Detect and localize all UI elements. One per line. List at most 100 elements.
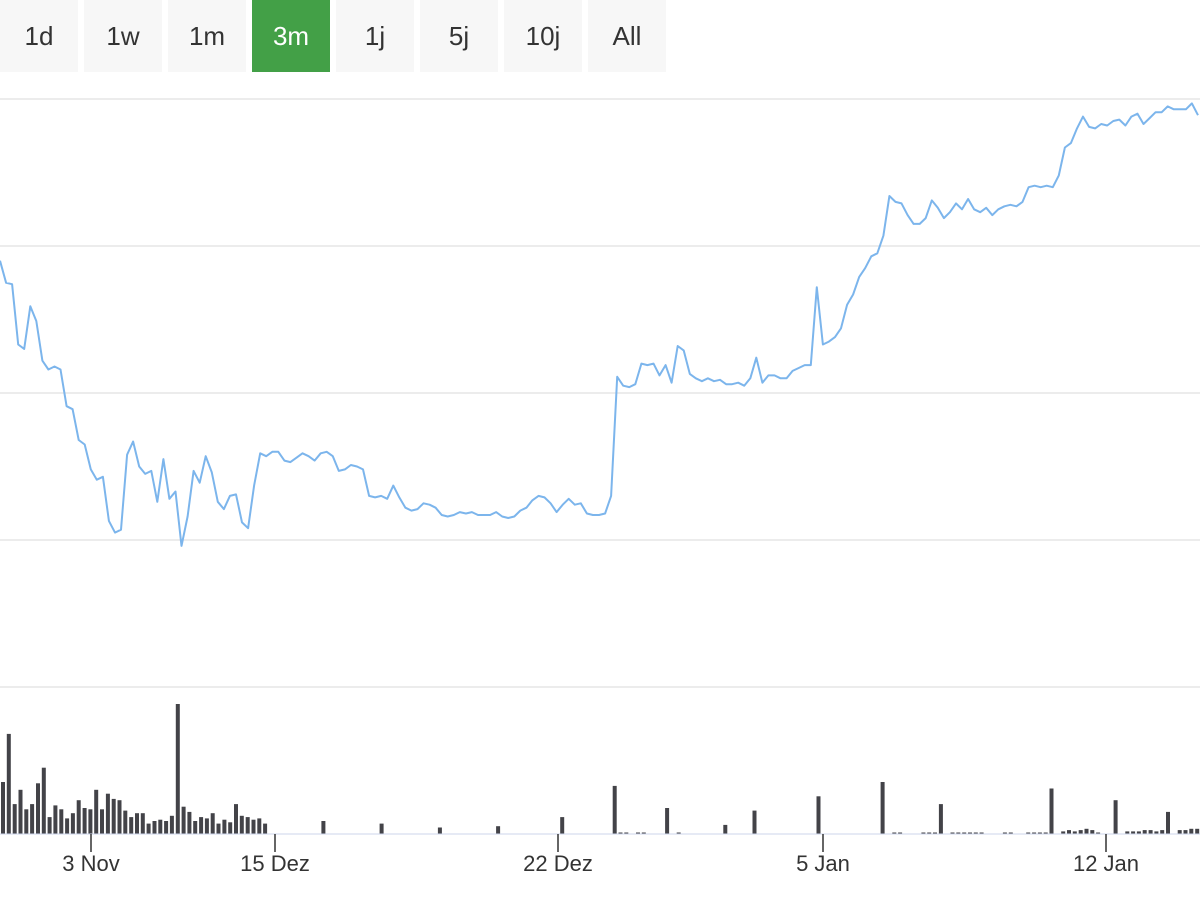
- volume-bar: [379, 823, 384, 834]
- volume-bar: [1142, 830, 1147, 834]
- volume-bar: [496, 826, 501, 834]
- volume-bar: [1049, 788, 1054, 834]
- volume-bar: [618, 832, 623, 834]
- range-button-1d[interactable]: 1d: [0, 0, 78, 72]
- volume-bar: [204, 818, 209, 834]
- volume-bar: [816, 796, 821, 834]
- volume-bar: [152, 821, 157, 834]
- range-button-5j[interactable]: 5j: [420, 0, 498, 72]
- volume-bar: [921, 832, 926, 834]
- volume-bar: [1026, 832, 1031, 834]
- volume-bar: [199, 817, 204, 834]
- volume-bar: [158, 819, 163, 834]
- volume-bar: [1195, 828, 1200, 834]
- volume-bar: [752, 810, 757, 834]
- volume-bar: [30, 804, 35, 834]
- volume-bar: [624, 832, 629, 834]
- volume-bar: [933, 832, 937, 834]
- volume-bar: [100, 809, 104, 834]
- stock-chart[interactable]: 3 Nov 15 Dez 22 Dez 5 Jan 12 Jan: [0, 72, 1200, 900]
- x-tick-label: 22 Dez: [523, 851, 593, 876]
- volume-bar: [1078, 830, 1083, 834]
- price-series: [0, 102, 1199, 547]
- volume-bar: [164, 821, 169, 834]
- volume-bar: [175, 704, 180, 834]
- x-tick-label: 12 Jan: [1073, 851, 1139, 876]
- volume-bar: [24, 809, 29, 834]
- volume-bar: [53, 805, 58, 834]
- volume-bar: [665, 808, 670, 834]
- volume-bar: [1125, 831, 1130, 834]
- volume-bar: [612, 785, 617, 834]
- volume-bar: [1160, 830, 1165, 834]
- volume-bar: [1183, 830, 1188, 834]
- volume-bar: [962, 832, 967, 834]
- volume-bar: [1084, 828, 1089, 834]
- volume-bar: [123, 810, 128, 834]
- volume-bar: [1008, 832, 1013, 834]
- range-button-1m[interactable]: 1m: [168, 0, 246, 72]
- volume-bar: [1090, 830, 1095, 834]
- volume-bar: [1148, 830, 1153, 834]
- range-button-3m[interactable]: 3m: [252, 0, 330, 72]
- range-button-1j[interactable]: 1j: [336, 0, 414, 72]
- volume-bar: [1177, 830, 1182, 834]
- volume-bar: [140, 813, 145, 834]
- volume-bar: [636, 832, 640, 834]
- volume-bar: [216, 823, 221, 834]
- volume-series: [1, 704, 1200, 834]
- volume-bar: [257, 818, 262, 834]
- range-button-10j[interactable]: 10j: [504, 0, 582, 72]
- volume-bar: [111, 798, 116, 834]
- volume-bar: [47, 817, 52, 834]
- volume-bar: [979, 832, 984, 834]
- volume-bar: [1037, 832, 1042, 834]
- volume-bar: [135, 813, 139, 834]
- volume-bar: [181, 806, 186, 834]
- volume-bar: [1032, 832, 1037, 834]
- volume-bar: [169, 815, 174, 834]
- volume-bar: [59, 809, 64, 834]
- volume-bar: [321, 821, 326, 834]
- range-button-1w[interactable]: 1w: [84, 0, 162, 72]
- volume-bar: [927, 832, 932, 834]
- volume-bar: [263, 823, 268, 834]
- volume-bar: [950, 832, 955, 834]
- volume-bar: [222, 819, 227, 834]
- volume-bar: [36, 783, 40, 834]
- volume-bar: [1, 782, 5, 834]
- volume-bar: [245, 817, 250, 834]
- volume-bar: [1067, 830, 1071, 834]
- x-tick-label: 15 Dez: [240, 851, 310, 876]
- volume-bar: [234, 804, 238, 834]
- volume-bar: [1166, 811, 1170, 834]
- volume-bar: [65, 818, 70, 834]
- volume-bar: [1061, 831, 1066, 834]
- volume-bar: [1189, 828, 1194, 834]
- volume-bar: [105, 793, 110, 834]
- grid-lines: [0, 98, 1200, 688]
- volume-bar: [1072, 831, 1077, 834]
- volume-bar: [1131, 831, 1136, 834]
- volume-bar: [973, 832, 978, 834]
- volume-bar: [892, 832, 897, 834]
- volume-bar: [676, 832, 681, 834]
- volume-bar: [938, 804, 943, 834]
- range-button-all[interactable]: All: [588, 0, 666, 72]
- x-axis: 3 Nov 15 Dez 22 Dez 5 Jan 12 Jan: [0, 833, 1200, 876]
- volume-bar: [1154, 831, 1159, 834]
- volume-bar: [880, 782, 885, 834]
- volume-bar: [641, 832, 646, 834]
- volume-bar: [898, 832, 903, 834]
- volume-bar: [94, 789, 99, 834]
- volume-bar: [12, 804, 17, 834]
- volume-bar: [239, 815, 244, 834]
- x-tick-label: 5 Jan: [796, 851, 850, 876]
- volume-bar: [41, 767, 46, 834]
- volume-bar: [18, 789, 23, 834]
- volume-bar: [146, 823, 151, 834]
- volume-bar: [560, 817, 565, 834]
- price-line: [0, 102, 1199, 547]
- volume-bar: [187, 811, 192, 834]
- volume-bar: [723, 824, 728, 834]
